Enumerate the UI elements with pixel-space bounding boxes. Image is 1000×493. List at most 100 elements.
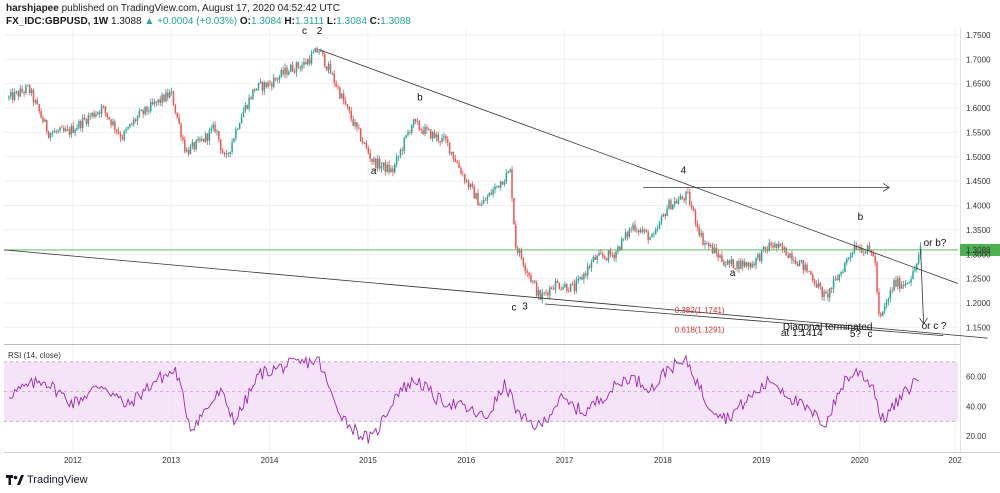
candle-body (543, 292, 545, 294)
trendline (920, 249, 924, 324)
candle-body (779, 243, 782, 246)
candle-body (193, 142, 196, 150)
current-price-tag (960, 243, 1000, 256)
candle-body (813, 280, 816, 284)
candle-body (713, 247, 716, 254)
candle-body (219, 139, 222, 150)
axes: 1.7500 1.7000 1.6500 1.6000 1.5500 1.5000 1.45… (64, 31, 991, 465)
candle-body (428, 129, 430, 130)
candle-body (757, 254, 759, 258)
candle-body (399, 150, 402, 157)
candle-body (630, 229, 632, 231)
candle-body (641, 229, 644, 232)
candle-body (673, 201, 676, 205)
candle-body (764, 246, 767, 249)
candle-body (636, 230, 638, 232)
candle-body (870, 249, 873, 253)
candle-body (274, 77, 277, 80)
author-name[interactable]: harshjapee (6, 3, 59, 14)
candle-body (66, 129, 69, 130)
candle-body (639, 229, 642, 233)
price-tick-label: 1.5500 (966, 128, 991, 137)
candle-body (552, 288, 555, 290)
wave-label: Diagonal terminated (783, 322, 873, 333)
candle-body (872, 252, 875, 257)
candle-body (87, 115, 90, 124)
candle-body (804, 264, 806, 270)
candle-body (450, 151, 453, 154)
price-tick-label: 1.7000 (966, 55, 991, 64)
candle-body (267, 82, 269, 87)
symbol-name[interactable]: FX_IDC:GBPUSD, 1W (6, 16, 109, 27)
candle-body (829, 288, 831, 298)
candle-body (624, 232, 627, 239)
candle-body (392, 168, 394, 173)
candle-body (683, 198, 685, 201)
wave-label: a (371, 166, 377, 177)
wave-label: at 1.1414 (781, 328, 823, 339)
candle-body (426, 126, 428, 130)
candle-body (132, 119, 135, 125)
candle-body (800, 259, 803, 262)
candle-body (161, 94, 163, 103)
candle-body (231, 142, 233, 152)
candle-body (471, 183, 474, 187)
candle-body (78, 120, 80, 128)
wave-label: c (868, 329, 873, 340)
candle-body (513, 198, 515, 225)
candle-body (376, 158, 379, 169)
candle-body (250, 97, 252, 100)
candle-body (125, 129, 127, 131)
candle-body (98, 112, 101, 114)
candle-body (463, 174, 466, 182)
trendline (3, 249, 988, 339)
open-label: O: (239, 16, 252, 27)
candle-body (740, 260, 742, 270)
candle-body (645, 230, 648, 232)
candle-body (825, 291, 827, 294)
candle-body (685, 191, 687, 201)
candle-body (793, 260, 795, 262)
candle-body (863, 252, 865, 254)
candle-body (316, 48, 318, 53)
candle-body (770, 242, 772, 246)
candle-body (700, 232, 702, 236)
candle-body (660, 216, 663, 223)
candle-body (409, 132, 411, 133)
candle-body (711, 244, 714, 254)
candle-body (325, 66, 328, 70)
candle-body (532, 280, 534, 282)
candle-body (811, 274, 814, 281)
candle-body (479, 205, 481, 207)
candle-body (581, 276, 583, 280)
candle-body (102, 106, 105, 108)
candle-body (352, 119, 354, 126)
candle-body (577, 278, 579, 281)
candle-body (61, 127, 63, 129)
candle-body (781, 245, 784, 250)
candle-body (42, 117, 44, 122)
candle-body (361, 141, 364, 143)
candle-body (632, 224, 634, 230)
candle-body (441, 137, 443, 142)
candle-body (910, 278, 912, 283)
candle-body (248, 97, 250, 109)
candle-body (732, 259, 735, 269)
candle-body (562, 287, 564, 290)
candle-body (365, 142, 368, 148)
rsi-tick-label: 20.00 (966, 432, 987, 441)
candle-body (414, 119, 417, 122)
candle-body (23, 92, 25, 94)
candle-body (611, 254, 614, 256)
candle-body (912, 271, 914, 279)
candle-body (791, 253, 793, 261)
candle-body (583, 273, 585, 280)
candle-body (244, 105, 247, 112)
candle-body (520, 249, 523, 259)
candle-body (571, 283, 574, 285)
candle-body (293, 71, 296, 73)
brand-name[interactable]: TradingView (27, 474, 88, 486)
price-tick-label: 1.3000 (966, 250, 991, 259)
candle-body (170, 91, 173, 93)
